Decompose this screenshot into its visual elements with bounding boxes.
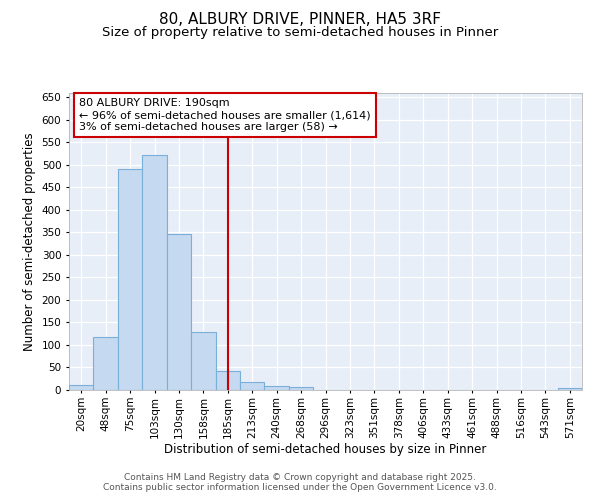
Bar <box>167 234 191 390</box>
Text: Size of property relative to semi-detached houses in Pinner: Size of property relative to semi-detach… <box>102 26 498 39</box>
Bar <box>215 371 240 390</box>
Text: 80, ALBURY DRIVE, PINNER, HA5 3RF: 80, ALBURY DRIVE, PINNER, HA5 3RF <box>159 12 441 28</box>
Bar <box>240 382 265 390</box>
Text: Contains HM Land Registry data © Crown copyright and database right 2025.: Contains HM Land Registry data © Crown c… <box>124 472 476 482</box>
Bar <box>265 386 289 390</box>
Bar <box>557 388 582 390</box>
Bar <box>191 332 215 390</box>
Bar <box>289 388 313 390</box>
Text: 80 ALBURY DRIVE: 190sqm
← 96% of semi-detached houses are smaller (1,614)
3% of : 80 ALBURY DRIVE: 190sqm ← 96% of semi-de… <box>79 98 371 132</box>
Text: Contains public sector information licensed under the Open Government Licence v3: Contains public sector information licen… <box>103 482 497 492</box>
Bar <box>69 386 94 390</box>
Y-axis label: Number of semi-detached properties: Number of semi-detached properties <box>23 132 36 350</box>
X-axis label: Distribution of semi-detached houses by size in Pinner: Distribution of semi-detached houses by … <box>164 443 487 456</box>
Bar <box>118 169 142 390</box>
Bar <box>142 154 167 390</box>
Bar <box>94 337 118 390</box>
